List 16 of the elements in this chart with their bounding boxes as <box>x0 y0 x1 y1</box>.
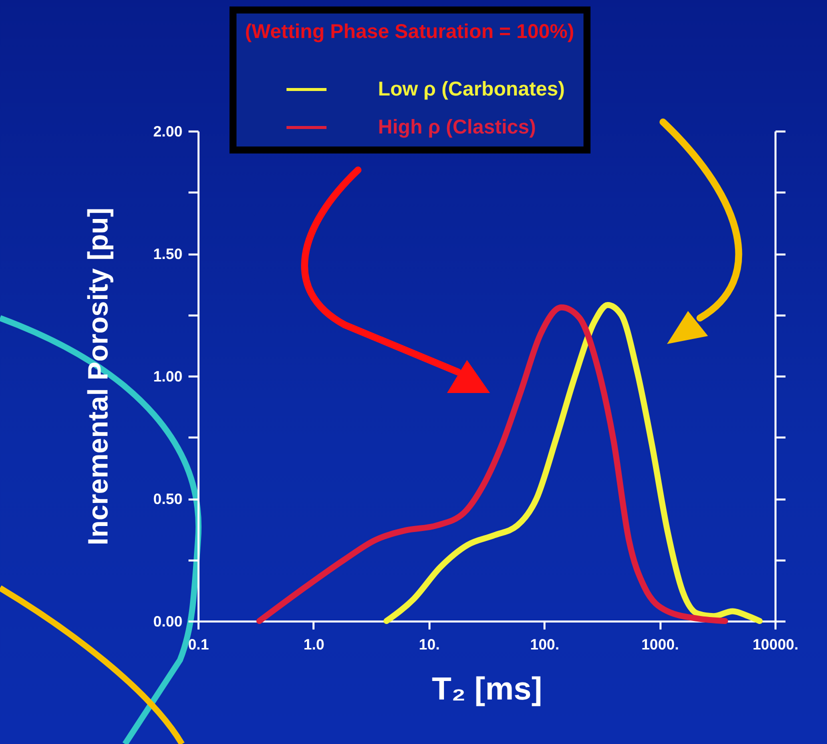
text: Low ρ (Carbonates) <box>378 78 565 100</box>
x-tick-label: 0.1 <box>188 636 209 654</box>
x-axis-title: T₂ [ms] <box>432 670 542 706</box>
y-tick-label: 1.00 <box>153 368 182 386</box>
y-tick-label: 2.00 <box>153 124 182 140</box>
x-tick-label: 100. <box>530 636 560 654</box>
y-axis-title: Incremental Porosity [pu] <box>82 208 114 546</box>
x-tick-label: 10. <box>418 636 440 654</box>
y-tick-label: 0.50 <box>153 491 182 508</box>
legend-title: (Wetting Phase Saturation = 100%) <box>245 21 574 43</box>
x-tick-label: 1000. <box>641 636 679 654</box>
y-tick-label: 1.50 <box>153 246 182 263</box>
x-tick-label: 1.0 <box>303 636 324 654</box>
y-tick-label: 0.00 <box>153 614 182 630</box>
text: High ρ (Clastics) <box>378 116 536 138</box>
x-tick-label: 10000. <box>752 636 798 654</box>
